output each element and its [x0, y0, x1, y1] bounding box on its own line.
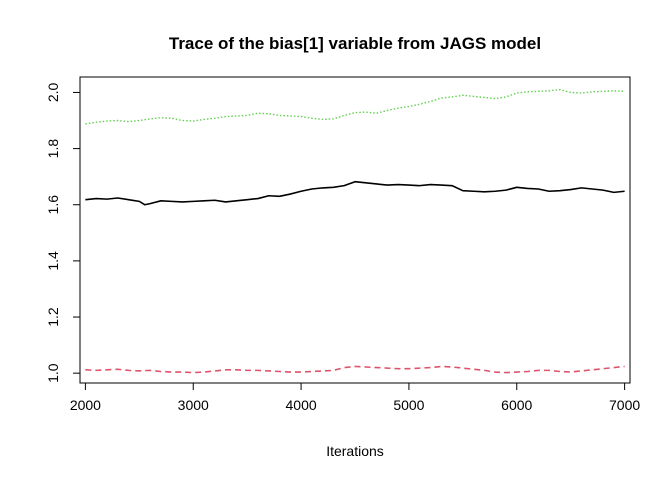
x-tick-label: 2000	[70, 397, 101, 413]
x-tick-label: 5000	[393, 397, 424, 413]
x-tick-label: 7000	[609, 397, 640, 413]
x-tick-label: 6000	[501, 397, 532, 413]
series-layer	[85, 88, 625, 374]
x-axis-ticks: 2000 3000 4000 5000 6000 7000	[70, 383, 640, 413]
y-tick-label: 1.8	[45, 139, 61, 159]
x-tick-label: 4000	[286, 397, 317, 413]
x-tick-label: 3000	[178, 397, 209, 413]
y-tick-label: 1.4	[45, 251, 61, 271]
y-tick-label: 2.0	[45, 82, 61, 102]
x-axis-label: Iterations	[326, 443, 384, 459]
y-tick-label: 1.2	[45, 307, 61, 327]
y-tick-label: 1.0	[45, 363, 61, 383]
plot-frame	[79, 76, 631, 384]
series-trace-3	[85, 88, 625, 125]
series-trace-1	[85, 180, 625, 206]
y-axis-ticks: 1.0 1.2 1.4 1.6 1.8 2.0	[45, 82, 80, 383]
series-trace-2	[85, 365, 625, 374]
chart-title: Trace of the bias[1] variable from JAGS …	[169, 34, 541, 53]
y-tick-label: 1.6	[45, 195, 61, 215]
